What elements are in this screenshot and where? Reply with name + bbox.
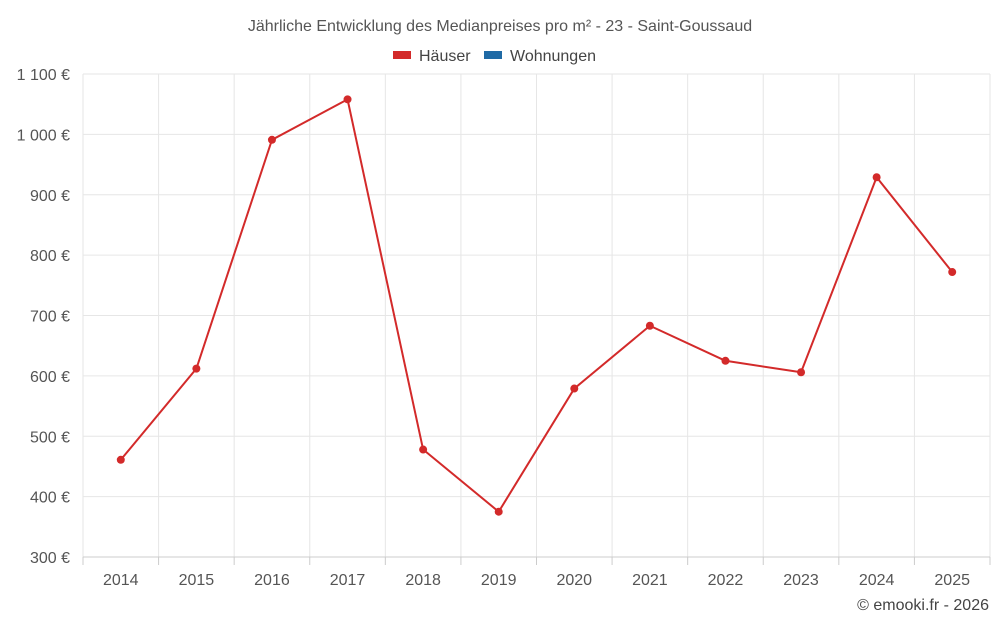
y-tick-label: 600 €	[30, 369, 70, 386]
data-point[interactable]	[948, 268, 957, 277]
x-axis: 2014 2015 2016 2017 2018 2019 2020 2021 2022 2023…	[103, 572, 970, 589]
legend-swatch	[393, 51, 411, 59]
legend-label[interactable]: Häuser	[419, 48, 471, 65]
y-tick-label: 900 €	[30, 188, 70, 205]
x-tick-label: 2015	[179, 572, 215, 589]
data-point[interactable]	[494, 507, 503, 516]
x-tick-label: 2018	[405, 572, 441, 589]
y-tick-label: 700 €	[30, 309, 70, 326]
data-point[interactable]	[419, 445, 428, 454]
legend-label[interactable]: Wohnungen	[510, 48, 596, 65]
x-tick-label: 2017	[330, 572, 366, 589]
series-layer	[116, 95, 957, 516]
y-tick-label: 1 000 €	[17, 127, 70, 144]
data-point[interactable]	[570, 384, 579, 393]
data-point[interactable]	[343, 95, 352, 104]
data-point[interactable]	[721, 356, 730, 365]
y-axis: 300 € 400 € 500 € 600 € 700 € 800 € 900 € 1 000…	[17, 67, 70, 567]
data-point[interactable]	[116, 455, 125, 464]
data-point[interactable]	[872, 173, 881, 182]
x-tick-label: 2023	[783, 572, 819, 589]
data-point[interactable]	[267, 135, 276, 144]
x-tick-label: 2024	[859, 572, 895, 589]
chart-title: Jährliche Entwicklung des Medianpreises …	[248, 18, 752, 35]
y-tick-label: 800 €	[30, 248, 70, 265]
x-tick-label: 2016	[254, 572, 290, 589]
x-tick-label: 2014	[103, 572, 139, 589]
data-point[interactable]	[797, 368, 806, 377]
x-tick-label: 2020	[556, 572, 592, 589]
x-tick-label: 2022	[708, 572, 744, 589]
credit-text: © emooki.fr - 2026	[857, 597, 989, 614]
y-tick-label: 300 €	[30, 550, 70, 567]
gridlines	[82, 73, 991, 565]
series-line-Häuser	[120, 98, 953, 513]
y-tick-label: 400 €	[30, 490, 70, 507]
x-tick-label: 2019	[481, 572, 517, 589]
legend: Häuser Wohnungen	[393, 48, 596, 65]
x-tick-label: 2021	[632, 572, 668, 589]
legend-swatch	[484, 51, 502, 59]
data-point[interactable]	[645, 321, 654, 330]
y-tick-label: 500 €	[30, 429, 70, 446]
data-point[interactable]	[192, 364, 201, 373]
x-tick-label: 2025	[934, 572, 970, 589]
y-tick-label: 1 100 €	[17, 67, 70, 84]
